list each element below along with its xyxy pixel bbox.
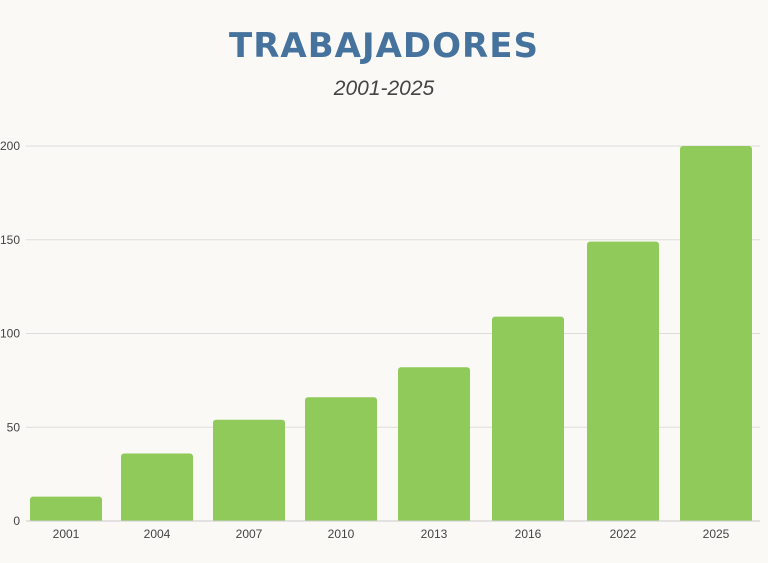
y-tick-label: 150 — [0, 233, 20, 247]
chart-subtitle: 2001-2025 — [333, 77, 435, 100]
x-tick-label: 2025 — [703, 527, 730, 541]
bar — [305, 397, 377, 521]
bar-base — [30, 517, 102, 521]
x-tick-label: 2022 — [610, 527, 637, 541]
y-tick-label: 100 — [0, 327, 20, 341]
bar-base — [121, 517, 193, 521]
bar — [680, 146, 752, 521]
bar-base — [213, 517, 285, 521]
x-tick-label: 2001 — [53, 527, 80, 541]
bar — [30, 496, 102, 521]
bar-base — [398, 517, 470, 521]
chart-title: TRABAJADORES — [229, 26, 539, 66]
x-tick-label: 2004 — [144, 527, 171, 541]
y-tick-label: 0 — [13, 514, 20, 528]
bar-base — [680, 517, 752, 521]
y-tick-label: 200 — [0, 139, 20, 153]
bar — [492, 316, 564, 521]
bar-base — [305, 517, 377, 521]
x-tick-label: 2007 — [236, 527, 263, 541]
bar-base — [587, 517, 659, 521]
x-tick-label: 2013 — [421, 527, 448, 541]
bar — [121, 453, 193, 521]
x-tick-label: 2010 — [328, 527, 355, 541]
bar-base — [492, 517, 564, 521]
bar — [398, 367, 470, 521]
x-tick-label: 2016 — [515, 527, 542, 541]
bar — [213, 419, 285, 521]
y-tick-label: 50 — [7, 420, 21, 434]
bar — [587, 241, 659, 521]
